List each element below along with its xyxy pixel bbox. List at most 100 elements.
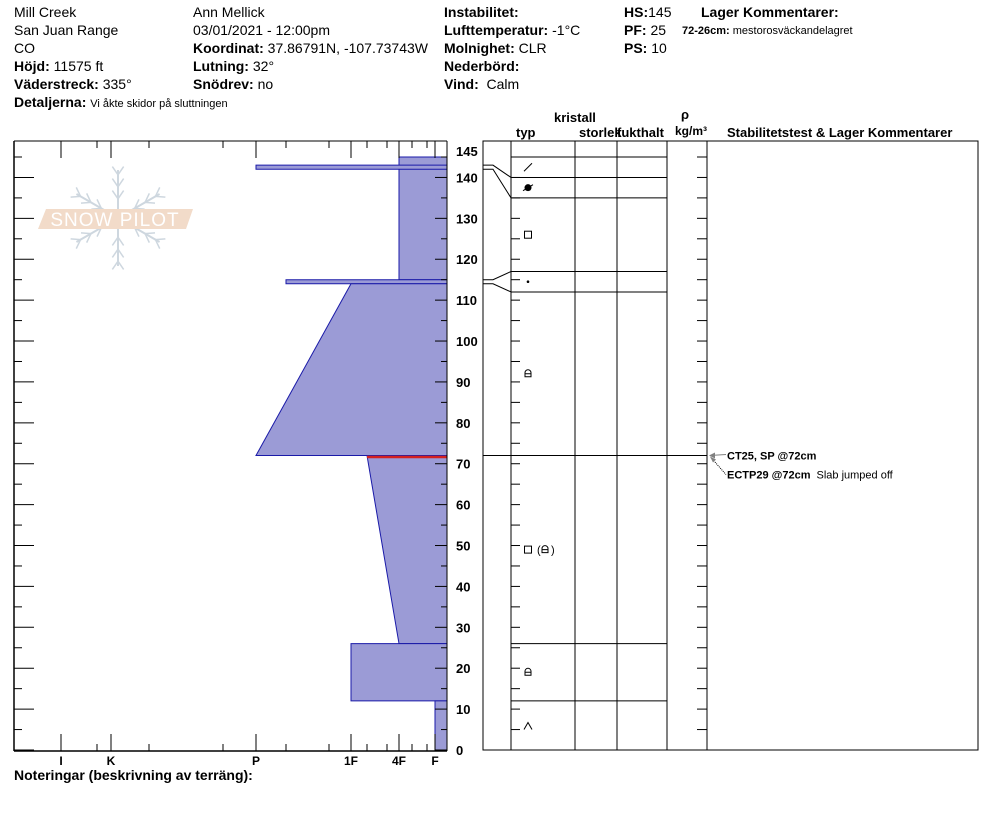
depth-label: 60 (456, 498, 470, 513)
logo-snowflake-branch (117, 166, 125, 176)
details: Detaljerna: Vi åkte skidor på sluttninge… (14, 93, 228, 113)
logo-snowflake-branch (111, 260, 119, 270)
hs-value: 145 (648, 4, 672, 20)
layer-comment-range: 72-26cm: (682, 25, 730, 37)
details-value: Vi åkte skidor på sluttningen (90, 98, 228, 110)
coordinates-label: Koordinat: (193, 40, 264, 56)
depth-label: 10 (456, 702, 470, 717)
air-temp-label: Lufttemperatur: (444, 22, 549, 38)
logo-snowflake-branch (96, 199, 103, 209)
logo-snowflake-branch (144, 193, 151, 203)
aspect-value: 335° (102, 76, 132, 92)
rounding-facets-icon (524, 667, 532, 676)
hardness-label: F (431, 754, 438, 768)
precip: Nederbörd: (444, 57, 519, 75)
layer-connector (483, 168, 512, 199)
logo-snowflake-branch (154, 187, 161, 197)
paren-open: ( (537, 545, 541, 557)
details-label: Detaljerna: (14, 94, 87, 110)
logo-snowflake-branch (133, 199, 140, 209)
sky-label: Molnighet: (444, 40, 515, 56)
pf-value: 25 (650, 22, 667, 38)
hardness-label: P (252, 754, 260, 768)
coordinates: Koordinat: 37.86791N, -107.73743W (193, 39, 428, 57)
logo-snowflake-branch (96, 227, 103, 237)
notes-label: Noteringar (beskrivning av terräng): (14, 767, 253, 783)
square (524, 545, 532, 554)
depth-label: 130 (456, 211, 478, 226)
hs: HS:145 (624, 3, 671, 21)
hardness-label: I (59, 754, 62, 768)
hardness-layer (350, 643, 448, 702)
logo-snowflake-branch (80, 232, 92, 235)
logo-snowflake-branch (155, 238, 166, 241)
small-dot-icon (526, 280, 530, 284)
hardness-layer (434, 700, 448, 751)
stability-test-comment: Slab jumped off (817, 470, 894, 482)
aspect-label: Väderstreck: (14, 76, 99, 92)
depth-label: 80 (456, 416, 470, 431)
faceted-with-rounding-icon: () (524, 545, 555, 557)
logo-snowflake-branch (75, 187, 82, 197)
slash (522, 184, 534, 192)
datetime: 03/01/2021 - 12:00pm (193, 22, 330, 38)
logo-snowflake-branch (75, 239, 82, 249)
logo-snowflake-branch (117, 248, 125, 258)
logo-snowflake-branch (70, 195, 81, 198)
logo-snowflake-branch (117, 178, 125, 188)
logo-snowflake-branch (117, 236, 125, 246)
logo-snowflake-branch (85, 233, 92, 243)
layer-comment-text: mestorosväckandelagret (732, 25, 853, 37)
logo-snowflake-branch (155, 195, 166, 198)
observer: Ann Mellick (193, 4, 265, 20)
range: San Juan Range (14, 22, 119, 38)
stability-arrow (710, 457, 727, 475)
logo-snowflake-branch (133, 227, 140, 237)
wind: Vind: Calm (444, 75, 519, 93)
faceted-crystals-icon (524, 545, 532, 554)
stability-test: ECTP29 @72cm Slab jumped off (727, 470, 894, 482)
stability-test: CT25, SP @72cm (727, 451, 817, 463)
depth-label: 110 (456, 293, 477, 308)
logo-snowflake-branch (144, 232, 156, 235)
ps-value: 10 (651, 40, 667, 56)
slope: Lutning: 32° (193, 57, 274, 75)
layer-connector (483, 283, 512, 293)
air-temp-value: -1°C (552, 22, 581, 38)
hardness-layer (366, 455, 448, 645)
slope-label: Lutning: (193, 58, 249, 74)
ps: PS: 10 (624, 39, 667, 57)
aspect: Väderstreck: 335° (14, 75, 132, 93)
depth-label: 70 (456, 457, 470, 472)
air-temp: Lufttemperatur: -1°C (444, 21, 580, 39)
melt-freeze-icon (522, 184, 534, 192)
wind-loading-label: Snödrev: (193, 76, 254, 92)
stability-test-code: CT25, SP @72cm (727, 451, 817, 463)
layer-connector (483, 271, 512, 281)
paren-close: ) (551, 545, 555, 557)
square (524, 230, 532, 239)
elevation: Höjd: 11575 ft (14, 57, 103, 75)
col-size: storlek (579, 125, 622, 140)
rounding-facets-icon (524, 369, 532, 378)
layer-comment: 72-26cm: mestorosväckandelagret (682, 22, 853, 40)
stability-test-code: ECTP29 @72cm (727, 470, 811, 482)
slope-value: 32° (252, 58, 275, 74)
logo-text: SNOW PILOT (50, 210, 179, 231)
arrow-head-icon (710, 456, 716, 463)
rounding-facets-icon (541, 545, 549, 554)
depth-label: 0 (456, 743, 463, 758)
layer-connector (483, 164, 512, 178)
coordinates-value: 37.86791N, -107.73743W (267, 40, 428, 56)
wind-value: Calm (486, 76, 520, 92)
hs-label: HS: (624, 4, 649, 20)
logo-snowflake-branch (111, 178, 119, 188)
logo-snowflake-branch (80, 201, 92, 204)
col-density-unit: kg/m³ (675, 124, 708, 138)
shape (541, 545, 549, 554)
col-type: typ (516, 125, 536, 140)
logo-banner (38, 209, 193, 229)
faceted-crystals-icon (524, 230, 532, 239)
